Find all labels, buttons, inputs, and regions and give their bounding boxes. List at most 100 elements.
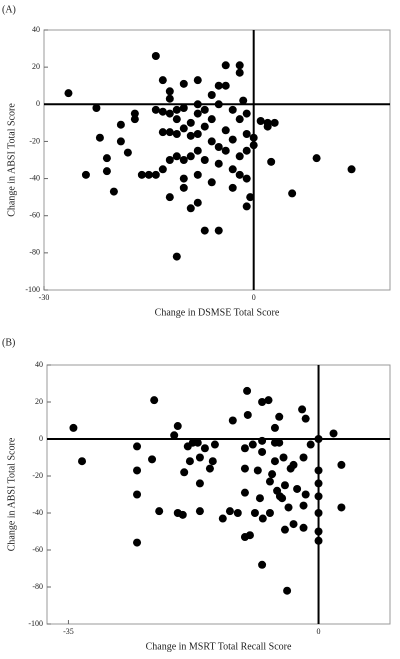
point (207, 91, 216, 99)
point (258, 436, 267, 445)
point (337, 503, 346, 512)
point (109, 187, 118, 196)
point (179, 79, 188, 88)
point (249, 141, 258, 150)
point (193, 76, 202, 85)
point (185, 457, 194, 466)
y-tick-label: -20 (29, 136, 40, 145)
x-axis-label: Change in MSRT Total Recall Score (146, 641, 292, 652)
point (207, 178, 216, 187)
point (299, 523, 308, 532)
point (200, 156, 209, 164)
y-tick-label: 20 (32, 62, 40, 71)
point (214, 159, 223, 168)
point (221, 126, 230, 135)
point (221, 61, 230, 70)
point (102, 154, 111, 163)
point (258, 514, 267, 523)
point (293, 484, 302, 493)
point (102, 167, 111, 176)
point (200, 444, 209, 453)
point (314, 466, 323, 475)
point (137, 170, 146, 179)
point (186, 152, 195, 161)
y-tick-label: -60 (32, 545, 43, 554)
point (314, 527, 323, 536)
point (116, 137, 125, 146)
x-tick-label: 0 (317, 627, 321, 636)
point (130, 115, 139, 124)
point (249, 133, 258, 142)
point (200, 226, 209, 235)
point (288, 189, 297, 198)
point (301, 490, 310, 499)
point (158, 165, 167, 174)
point (270, 457, 279, 466)
point (205, 464, 214, 473)
point (170, 431, 179, 440)
point (214, 226, 223, 235)
point (265, 509, 274, 517)
point (150, 396, 159, 405)
panel-label: (A) (2, 4, 16, 15)
point (195, 479, 204, 488)
point (200, 122, 209, 131)
y-axis-label: Change in ABSI Total Score (6, 437, 17, 551)
point (301, 414, 310, 423)
point (245, 531, 254, 540)
x-tick-label: -30 (39, 293, 50, 302)
point (270, 423, 279, 432)
y-tick-label: 20 (35, 397, 43, 406)
point (280, 525, 289, 534)
point (207, 137, 216, 146)
y-tick-label: -100 (25, 285, 40, 294)
point (214, 100, 223, 109)
point (208, 457, 217, 466)
point (195, 453, 204, 462)
point (144, 170, 153, 179)
point (239, 96, 248, 105)
point (158, 128, 167, 137)
point (314, 509, 323, 517)
point (155, 507, 164, 516)
point (130, 109, 139, 118)
point (314, 479, 323, 488)
point (133, 538, 142, 547)
point (148, 455, 157, 464)
point (228, 135, 237, 144)
point (329, 429, 338, 438)
point (263, 118, 272, 127)
point (242, 202, 251, 211)
point (193, 438, 202, 447)
point (243, 386, 252, 395)
point (270, 118, 279, 127)
point (95, 133, 104, 142)
point (228, 416, 237, 425)
point (81, 170, 90, 179)
y-tick-label: -40 (29, 173, 40, 182)
y-tick-label: -100 (28, 619, 43, 628)
point (165, 94, 174, 103)
point (275, 438, 284, 447)
point (180, 468, 189, 477)
point (248, 440, 257, 449)
point (179, 183, 188, 192)
point (193, 170, 202, 179)
point (133, 466, 142, 475)
point (289, 520, 298, 529)
point (158, 107, 167, 116)
x-tick-label: -35 (63, 627, 74, 636)
point (195, 507, 204, 516)
point (240, 444, 249, 453)
point (278, 494, 287, 503)
point (64, 89, 73, 98)
point (258, 560, 267, 569)
point (133, 490, 142, 499)
point (186, 204, 195, 213)
point (228, 165, 237, 174)
panel-label: (B) (2, 337, 15, 348)
point (298, 405, 307, 414)
point (284, 503, 293, 512)
point (193, 100, 202, 109)
